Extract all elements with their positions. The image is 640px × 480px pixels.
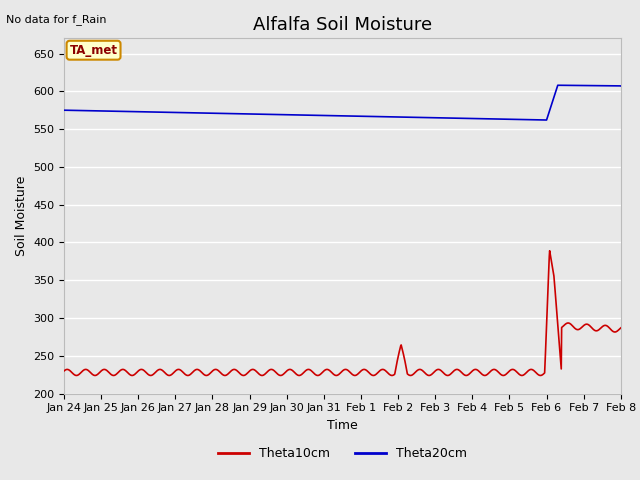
Legend: Theta10cm, Theta20cm: Theta10cm, Theta20cm (212, 443, 472, 466)
Text: TA_met: TA_met (70, 44, 118, 57)
Title: Alfalfa Soil Moisture: Alfalfa Soil Moisture (253, 16, 432, 34)
X-axis label: Time: Time (327, 419, 358, 432)
Text: No data for f_Rain: No data for f_Rain (6, 14, 107, 25)
Y-axis label: Soil Moisture: Soil Moisture (15, 176, 28, 256)
